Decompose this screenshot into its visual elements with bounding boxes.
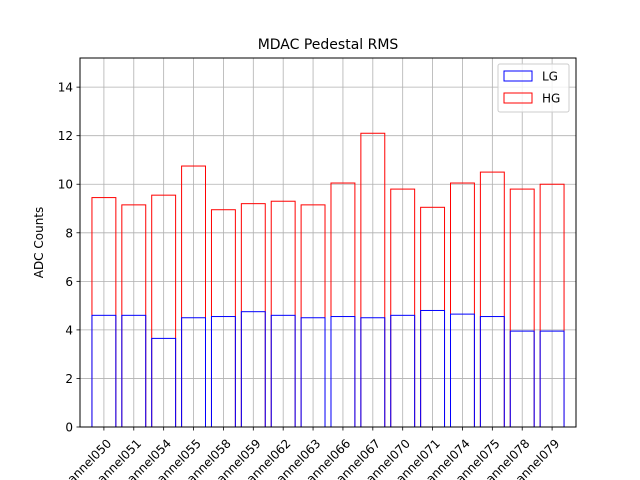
y-tick-label: 8 [65,226,73,240]
legend-swatch-lg [503,70,533,82]
legend-label-lg: LG [542,70,558,84]
y-tick-label: 2 [65,372,73,386]
y-tick-label: 6 [65,275,73,289]
plot-area [79,57,577,428]
legend-box [497,63,570,113]
y-tick-label: 10 [58,178,73,192]
y-tick-label: 0 [65,421,73,435]
y-tick-label: 12 [58,129,73,143]
legend: LG HG [497,63,570,113]
y-tick-label: 4 [65,323,73,337]
legend-label-hg: HG [542,92,560,106]
chart-title: MDAC Pedestal RMS [258,37,399,53]
y-axis: 0 2 4 6 8 10 12 14 [58,81,80,435]
legend-swatch-hg [503,92,533,104]
y-axis-label: ADC Counts [32,207,46,279]
y-tick-label: 14 [58,81,73,95]
grid [80,58,576,428]
